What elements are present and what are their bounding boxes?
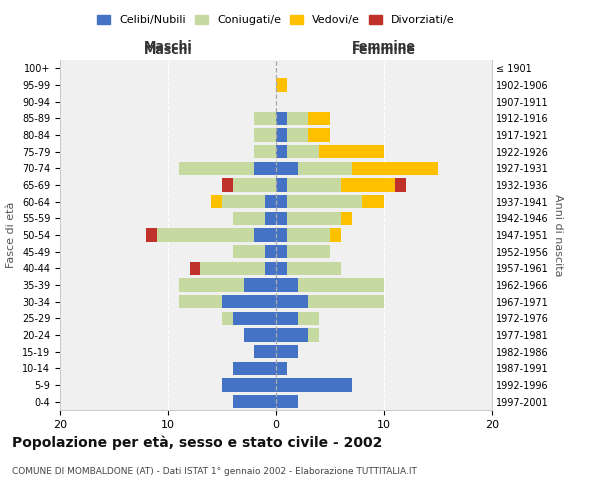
Bar — [298, 278, 384, 291]
Bar — [276, 328, 308, 342]
Bar — [222, 195, 265, 208]
Bar — [352, 162, 438, 175]
Bar — [287, 245, 330, 258]
Bar — [265, 212, 276, 225]
Bar — [254, 162, 276, 175]
Bar — [276, 212, 287, 225]
Bar — [276, 195, 287, 208]
Text: Femmine: Femmine — [352, 44, 416, 57]
Bar — [276, 112, 287, 125]
Bar — [341, 178, 395, 192]
Bar — [179, 278, 244, 291]
Bar — [298, 162, 352, 175]
Bar — [308, 328, 319, 342]
Text: Popolazione per età, sesso e stato civile - 2002: Popolazione per età, sesso e stato civil… — [12, 435, 382, 450]
Bar — [233, 178, 276, 192]
Bar — [222, 378, 276, 392]
Bar — [254, 228, 276, 241]
Bar — [244, 278, 276, 291]
Bar — [276, 278, 298, 291]
Bar — [276, 245, 287, 258]
Bar — [276, 145, 287, 158]
Bar — [233, 245, 265, 258]
Bar — [146, 228, 157, 241]
Bar — [254, 128, 276, 141]
Bar — [287, 128, 308, 141]
Bar — [308, 128, 330, 141]
Bar — [319, 145, 384, 158]
Text: Maschi: Maschi — [143, 44, 193, 57]
Bar — [265, 262, 276, 275]
Bar — [157, 228, 254, 241]
Bar — [276, 378, 352, 392]
Bar — [254, 112, 276, 125]
Bar — [276, 128, 287, 141]
Bar — [233, 212, 265, 225]
Bar — [179, 295, 222, 308]
Bar — [222, 178, 233, 192]
Legend: Celibi/Nubili, Coniugati/e, Vedovi/e, Divorziati/e: Celibi/Nubili, Coniugati/e, Vedovi/e, Di… — [93, 10, 459, 30]
Bar — [179, 162, 254, 175]
Bar — [308, 112, 330, 125]
Bar — [276, 228, 287, 241]
Bar — [287, 145, 319, 158]
Bar — [211, 195, 222, 208]
Bar — [287, 212, 341, 225]
Y-axis label: Fasce di età: Fasce di età — [7, 202, 16, 268]
Bar — [287, 262, 341, 275]
Bar — [244, 328, 276, 342]
Bar — [190, 262, 200, 275]
Bar — [265, 195, 276, 208]
Text: Femmine: Femmine — [352, 40, 416, 52]
Bar — [330, 228, 341, 241]
Bar — [276, 178, 287, 192]
Bar — [233, 395, 276, 408]
Bar — [233, 312, 276, 325]
Y-axis label: Anni di nascita: Anni di nascita — [553, 194, 563, 276]
Bar — [254, 345, 276, 358]
Bar — [265, 245, 276, 258]
Bar — [395, 178, 406, 192]
Bar — [276, 295, 308, 308]
Bar — [362, 195, 384, 208]
Bar — [276, 78, 287, 92]
Bar — [233, 362, 276, 375]
Bar — [276, 262, 287, 275]
Bar — [287, 195, 362, 208]
Bar — [222, 312, 233, 325]
Bar — [308, 295, 384, 308]
Bar — [276, 362, 287, 375]
Bar — [222, 295, 276, 308]
Bar — [276, 312, 298, 325]
Bar — [287, 178, 341, 192]
Bar — [200, 262, 265, 275]
Bar — [276, 395, 298, 408]
Bar — [298, 312, 319, 325]
Bar — [287, 228, 330, 241]
Bar — [254, 145, 276, 158]
Text: Maschi: Maschi — [143, 40, 193, 52]
Bar — [276, 162, 298, 175]
Bar — [287, 112, 308, 125]
Text: COMUNE DI MOMBALDONE (AT) - Dati ISTAT 1° gennaio 2002 - Elaborazione TUTTITALIA: COMUNE DI MOMBALDONE (AT) - Dati ISTAT 1… — [12, 468, 417, 476]
Bar — [341, 212, 352, 225]
Bar — [276, 345, 298, 358]
